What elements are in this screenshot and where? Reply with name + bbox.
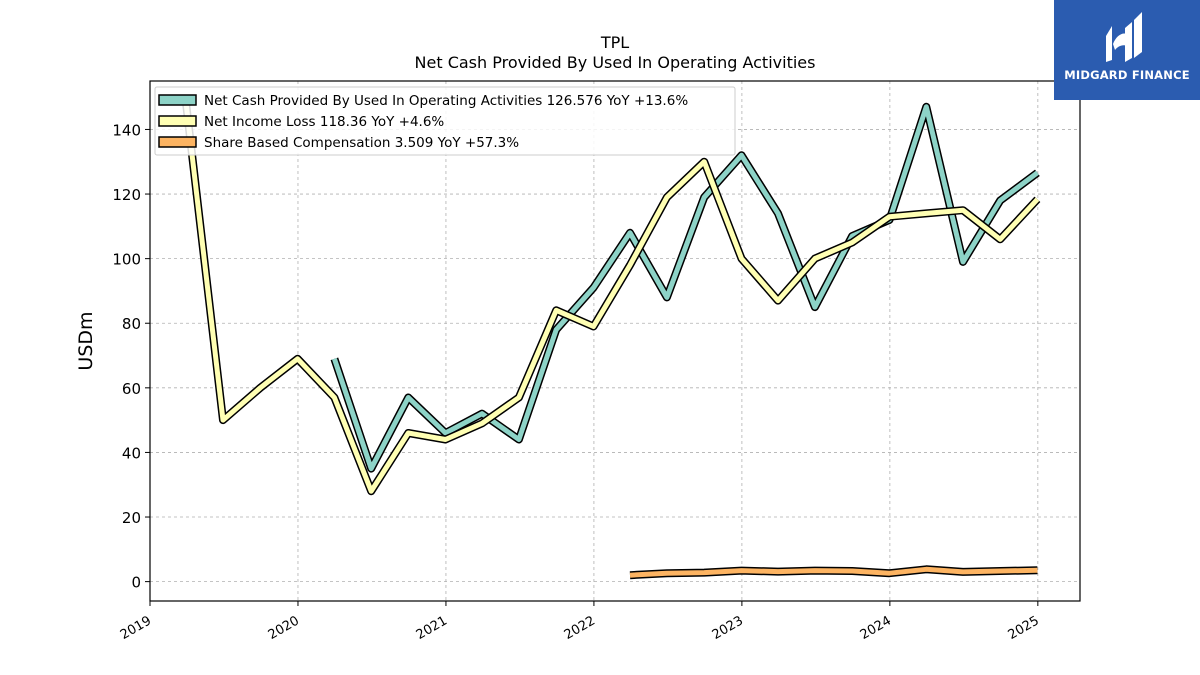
midgard-finance-logo: MIDGARD FINANCE <box>1054 0 1200 100</box>
legend-label: Net Cash Provided By Used In Operating A… <box>204 93 688 109</box>
y-tick-label: 20 <box>122 509 141 527</box>
series-2 <box>182 103 1041 496</box>
series-3 <box>629 565 1038 580</box>
legend-swatch <box>158 136 197 148</box>
x-axis: 2019 2020 2021 2022 2023 2024 2025 <box>118 601 1042 643</box>
y-tick-label: 60 <box>122 380 141 398</box>
y-tick-label: 0 <box>131 574 141 592</box>
series-line <box>629 566 1038 578</box>
series-line <box>183 103 1040 494</box>
y-tick-label: 40 <box>122 444 141 462</box>
y-tick-label: 80 <box>122 315 141 333</box>
legend-swatch <box>158 115 197 127</box>
legend-box <box>154 86 736 156</box>
y-tick-label: 120 <box>112 186 141 204</box>
legend-label: Share Based Compensation 3.509 YoY +57.3… <box>204 135 519 151</box>
legend-label: Net Income Loss 118.36 YoY +4.6% <box>204 114 444 130</box>
x-tick-label: 2025 <box>1006 613 1042 643</box>
legend-swatch <box>158 94 197 106</box>
plot-frame <box>149 80 1081 602</box>
x-tick-label: 2019 <box>118 613 154 643</box>
x-tick-label: 2021 <box>414 613 450 643</box>
chart-title: TPL <box>600 33 629 52</box>
series-1 <box>330 102 1040 473</box>
series-line <box>332 104 1039 472</box>
y-tick-label: 100 <box>112 251 141 269</box>
series-line-outline <box>330 102 1040 473</box>
x-tick-label: 2023 <box>710 613 746 643</box>
chart-subtitle: Net Cash Provided By Used In Operating A… <box>415 53 816 72</box>
y-axis: 0 20 40 60 80 100 120 140 <box>112 121 150 592</box>
y-axis-label: USDm <box>75 311 97 370</box>
midgard-logo-icon <box>1106 12 1142 62</box>
legend: Net Cash Provided By Used In Operating A… <box>154 86 736 156</box>
x-tick-label: 2022 <box>562 613 598 643</box>
brand-name: MIDGARD FINANCE <box>1064 68 1190 82</box>
x-tick-label: 2020 <box>266 613 302 643</box>
y-tick-label: 140 <box>112 121 141 139</box>
series-layer <box>182 102 1041 580</box>
x-tick-label: 2024 <box>858 613 894 643</box>
